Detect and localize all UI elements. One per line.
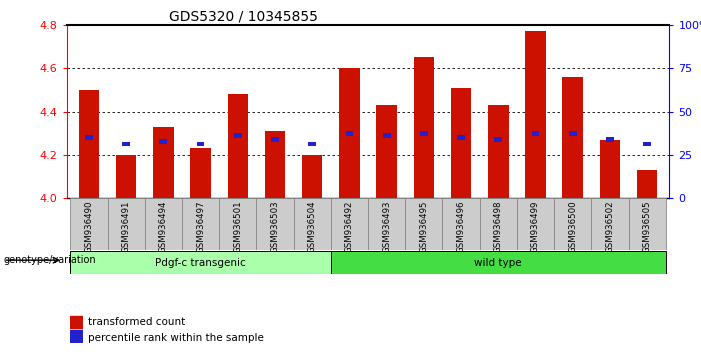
Bar bbox=[70, 330, 83, 342]
Text: GSM936492: GSM936492 bbox=[345, 201, 354, 253]
FancyBboxPatch shape bbox=[442, 198, 479, 250]
Bar bbox=[420, 131, 428, 136]
FancyBboxPatch shape bbox=[70, 251, 331, 274]
Bar bbox=[79, 90, 99, 198]
Text: GSM936500: GSM936500 bbox=[569, 201, 577, 253]
Bar bbox=[234, 133, 242, 138]
FancyBboxPatch shape bbox=[405, 198, 442, 250]
Bar bbox=[339, 68, 360, 198]
Bar bbox=[302, 155, 322, 198]
Bar bbox=[197, 142, 205, 147]
FancyBboxPatch shape bbox=[294, 198, 331, 250]
Text: GSM936503: GSM936503 bbox=[271, 201, 280, 253]
FancyBboxPatch shape bbox=[331, 198, 368, 250]
Bar bbox=[228, 94, 248, 198]
FancyBboxPatch shape bbox=[144, 198, 182, 250]
Bar bbox=[308, 142, 316, 147]
Bar bbox=[606, 137, 614, 142]
Text: GSM936501: GSM936501 bbox=[233, 201, 243, 253]
Bar bbox=[531, 131, 539, 136]
Bar bbox=[494, 137, 502, 142]
Text: GSM936494: GSM936494 bbox=[159, 201, 168, 253]
Bar bbox=[488, 105, 508, 198]
Bar bbox=[191, 148, 211, 198]
Bar bbox=[271, 137, 279, 142]
Bar bbox=[457, 135, 465, 140]
FancyBboxPatch shape bbox=[517, 198, 554, 250]
Bar bbox=[116, 155, 137, 198]
Bar bbox=[346, 131, 353, 136]
Text: transformed count: transformed count bbox=[88, 317, 185, 327]
Text: GSM936505: GSM936505 bbox=[643, 201, 652, 253]
FancyBboxPatch shape bbox=[479, 198, 517, 250]
Text: GSM936491: GSM936491 bbox=[122, 201, 130, 253]
Bar bbox=[562, 77, 583, 198]
Bar bbox=[644, 142, 651, 147]
FancyBboxPatch shape bbox=[182, 198, 219, 250]
FancyBboxPatch shape bbox=[257, 198, 294, 250]
Bar bbox=[637, 170, 658, 198]
Text: GSM936490: GSM936490 bbox=[84, 201, 93, 253]
Text: GSM936493: GSM936493 bbox=[382, 201, 391, 253]
Text: GSM936498: GSM936498 bbox=[494, 201, 503, 253]
Bar bbox=[159, 139, 168, 144]
Text: wild type: wild type bbox=[475, 258, 522, 268]
Bar bbox=[599, 140, 620, 198]
Bar bbox=[153, 127, 174, 198]
Text: genotype/variation: genotype/variation bbox=[4, 255, 96, 265]
Text: GSM936504: GSM936504 bbox=[308, 201, 317, 253]
FancyBboxPatch shape bbox=[70, 198, 107, 250]
Text: percentile rank within the sample: percentile rank within the sample bbox=[88, 333, 264, 343]
FancyBboxPatch shape bbox=[107, 198, 144, 250]
Bar bbox=[70, 316, 83, 328]
FancyBboxPatch shape bbox=[592, 198, 629, 250]
Text: GSM936496: GSM936496 bbox=[456, 201, 465, 253]
Text: GSM936495: GSM936495 bbox=[419, 201, 428, 253]
Bar bbox=[569, 131, 577, 136]
FancyBboxPatch shape bbox=[331, 251, 666, 274]
FancyBboxPatch shape bbox=[554, 198, 592, 250]
Text: GSM936499: GSM936499 bbox=[531, 201, 540, 253]
Text: Pdgf-c transgenic: Pdgf-c transgenic bbox=[155, 258, 246, 268]
Bar bbox=[265, 131, 285, 198]
Bar bbox=[414, 57, 434, 198]
Text: GDS5320 / 10345855: GDS5320 / 10345855 bbox=[169, 10, 318, 24]
Bar bbox=[122, 142, 130, 147]
Bar bbox=[85, 135, 93, 140]
Text: GSM936502: GSM936502 bbox=[606, 201, 614, 253]
Bar bbox=[376, 105, 397, 198]
Text: GSM936497: GSM936497 bbox=[196, 201, 205, 253]
FancyBboxPatch shape bbox=[219, 198, 257, 250]
Bar bbox=[383, 133, 390, 138]
Bar bbox=[451, 88, 471, 198]
Bar bbox=[525, 31, 545, 198]
FancyBboxPatch shape bbox=[629, 198, 666, 250]
FancyBboxPatch shape bbox=[368, 198, 405, 250]
